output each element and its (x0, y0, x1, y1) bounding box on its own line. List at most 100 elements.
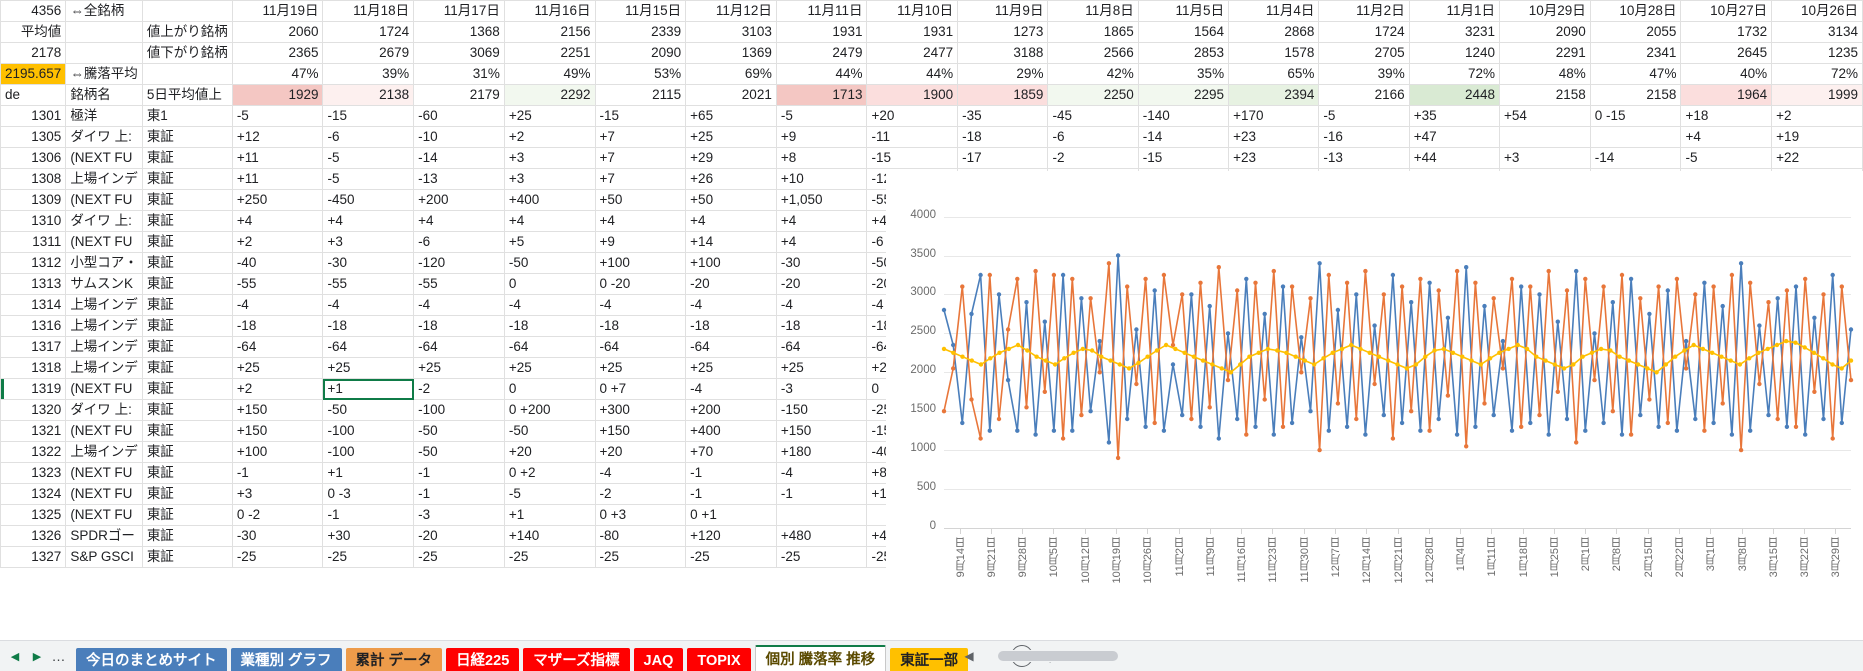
stock-code-cell[interactable]: 1326 (0, 525, 67, 547)
change-value-cell[interactable]: +47 (1408, 126, 1501, 148)
stock-name-cell[interactable]: (NEXT FU (65, 420, 143, 442)
table-row[interactable]: 1301 極洋 東1 -5 -15 -60 +25 -15 +65 -5 +20 -35 -45 -140… (0, 105, 1863, 127)
change-value-cell[interactable]: -55 (231, 273, 324, 295)
change-value-cell[interactable]: 0 -3 (322, 483, 415, 505)
summary-value-cell[interactable]: 1929 (231, 84, 324, 106)
change-value-cell[interactable]: -5 (1680, 147, 1773, 169)
date-header-cell[interactable]: 11月4日 (1228, 0, 1320, 22)
change-value-cell[interactable]: +4 (685, 210, 777, 232)
change-value-cell[interactable]: -2 (413, 378, 505, 400)
change-value-cell[interactable]: -3 (413, 504, 505, 526)
stock-name-cell[interactable]: (NEXT FU (65, 378, 143, 400)
change-value-cell[interactable]: -50 (503, 252, 596, 274)
market-cell[interactable]: 東証 (141, 483, 233, 505)
date-header-cell[interactable]: 11月2日 (1318, 0, 1410, 22)
summary-value-cell[interactable]: 2479 (775, 42, 868, 64)
change-value-cell[interactable]: -4 (775, 294, 868, 316)
summary-value-cell[interactable]: 3069 (413, 42, 505, 64)
market-cell[interactable]: 東証 (141, 357, 233, 379)
date-header-cell[interactable]: 11月10日 (866, 0, 959, 22)
scroll-left-icon[interactable]: ◀ (964, 648, 974, 663)
change-value-cell[interactable]: +23 (1228, 147, 1320, 169)
change-value-cell[interactable]: -5 (775, 105, 868, 127)
market-cell[interactable]: 東証 (141, 441, 233, 463)
change-value-cell[interactable]: -25 (413, 546, 505, 568)
stock-name-cell[interactable]: サムスンK (65, 273, 143, 295)
summary-value-cell[interactable]: 1369 (685, 42, 777, 64)
change-value-cell[interactable]: +30 (322, 525, 415, 547)
change-value-cell[interactable]: -6 (1047, 126, 1139, 148)
change-value-cell[interactable]: +8 (775, 147, 868, 169)
change-value-cell[interactable]: +7 (594, 168, 687, 190)
change-value-cell[interactable]: -14 (1137, 126, 1230, 148)
change-value-cell[interactable]: +54 (1499, 105, 1591, 127)
summary-value-cell[interactable]: 40% (1680, 63, 1773, 85)
change-value-cell[interactable]: -25 (231, 546, 324, 568)
change-value-cell[interactable]: +2 (503, 126, 596, 148)
change-value-cell[interactable]: +25 (685, 357, 777, 379)
date-header-cell[interactable]: 11月18日 (322, 0, 415, 22)
change-value-cell[interactable]: +22 (1771, 147, 1863, 169)
summary-value-cell[interactable]: 2158 (1589, 84, 1682, 106)
stock-name-cell[interactable]: (NEXT FU (65, 231, 143, 253)
summary-metric-cell[interactable] (141, 0, 233, 22)
stock-code-cell[interactable]: 1313 (0, 273, 67, 295)
summary-value-cell[interactable]: 1578 (1228, 42, 1320, 64)
change-value-cell[interactable]: -64 (503, 336, 596, 358)
sheet-tab-3[interactable]: 日経225 (446, 647, 520, 671)
line-chart[interactable]: 0 500 1000 1500 2000 2500 3000 3500 4000 9月14日 9月2… (886, 171, 1863, 640)
change-value-cell[interactable]: +170 (1228, 105, 1320, 127)
summary-row[interactable]: 2195.657 ⇔騰落平均 47% 39% 31% 49% 53% 69% 44% 44% 29%… (0, 63, 1863, 85)
stock-name-cell[interactable]: 小型コア・ (65, 252, 143, 274)
date-header-cell[interactable]: 11月11日 (775, 0, 868, 22)
change-value-cell[interactable]: +44 (1408, 147, 1501, 169)
change-value-cell[interactable]: +1 (503, 504, 596, 526)
summary-name-cell[interactable] (65, 42, 143, 64)
stock-code-cell[interactable]: 1318 (0, 357, 67, 379)
summary-value-cell[interactable]: 2394 (1228, 84, 1320, 106)
market-cell[interactable]: 東証 (141, 210, 233, 232)
sheet-tab-2[interactable]: 累計 データ (345, 647, 443, 671)
summary-label-cell[interactable]: de (0, 84, 67, 106)
change-value-cell[interactable]: 0 -2 (231, 504, 324, 526)
change-value-cell[interactable]: +150 (775, 420, 868, 442)
date-header-cell[interactable]: 10月26日 (1771, 0, 1863, 22)
change-value-cell[interactable]: -50 (503, 420, 596, 442)
change-value-cell[interactable]: +26 (685, 168, 777, 190)
summary-row[interactable]: 平均値 値上がり銘柄 2060 1724 1368 2156 2339 3103 1931 193… (0, 21, 1863, 43)
scrollbar-thumb[interactable] (998, 650, 1118, 661)
change-value-cell[interactable]: -1 (685, 483, 777, 505)
change-value-cell[interactable]: +65 (685, 105, 777, 127)
change-value-cell[interactable]: -25 (594, 546, 687, 568)
change-value-cell[interactable] (1589, 126, 1682, 148)
summary-value-cell[interactable]: 2090 (594, 42, 687, 64)
summary-label-cell[interactable]: 平均値 (0, 21, 67, 43)
change-value-cell[interactable]: +25 (322, 357, 415, 379)
change-value-cell[interactable]: +250 (231, 189, 324, 211)
change-value-cell[interactable]: -140 (1137, 105, 1230, 127)
stock-name-cell[interactable]: ダイワ 上: (65, 126, 143, 148)
sheet-tab-7[interactable]: 個別 騰落率 推移 (754, 644, 887, 671)
summary-value-cell[interactable]: 2448 (1408, 84, 1501, 106)
change-value-cell[interactable]: +2 (1771, 105, 1863, 127)
change-value-cell[interactable]: -50 (322, 399, 415, 421)
change-value-cell[interactable]: -14 (1589, 147, 1682, 169)
change-value-cell[interactable]: -5 (1318, 105, 1410, 127)
summary-value-cell[interactable]: 2339 (594, 21, 687, 43)
change-value-cell[interactable]: +19 (1771, 126, 1863, 148)
change-value-cell[interactable]: +20 (866, 105, 959, 127)
change-value-cell[interactable]: -100 (322, 420, 415, 442)
change-value-cell[interactable]: -18 (957, 126, 1049, 148)
summary-value-cell[interactable]: 1732 (1680, 21, 1773, 43)
change-value-cell[interactable]: -13 (1318, 147, 1410, 169)
change-value-cell[interactable]: -64 (685, 336, 777, 358)
summary-value-cell[interactable]: 2679 (322, 42, 415, 64)
summary-value-cell[interactable]: 2341 (1589, 42, 1682, 64)
change-value-cell[interactable]: -17 (957, 147, 1049, 169)
change-value-cell[interactable]: -20 (685, 273, 777, 295)
summary-value-cell[interactable]: 1964 (1680, 84, 1773, 106)
summary-row[interactable]: 4356 ⇔全銘柄 11月19日 11月18日 11月17日 11月16日 11月15日 11… (0, 0, 1863, 22)
change-value-cell[interactable]: +5 (503, 231, 596, 253)
change-value-cell[interactable]: -55 (413, 273, 505, 295)
summary-value-cell[interactable]: 47% (1589, 63, 1682, 85)
